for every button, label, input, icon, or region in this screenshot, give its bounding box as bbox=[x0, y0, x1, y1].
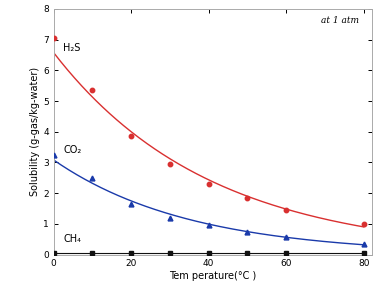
Text: CO₂: CO₂ bbox=[63, 144, 82, 155]
Text: H₂S: H₂S bbox=[63, 43, 81, 53]
Text: CH₄: CH₄ bbox=[63, 234, 81, 244]
Y-axis label: Solubility (g-gas/kg-water): Solubility (g-gas/kg-water) bbox=[30, 67, 40, 196]
Text: at 1 atm: at 1 atm bbox=[321, 16, 359, 25]
X-axis label: Tem perature(°C ): Tem perature(°C ) bbox=[169, 271, 256, 281]
